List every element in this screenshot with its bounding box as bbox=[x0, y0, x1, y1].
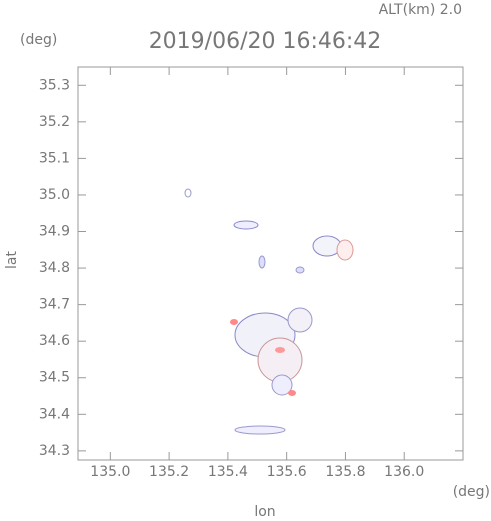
x-tick-label: 135.4 bbox=[208, 464, 248, 480]
x-unit: (deg) bbox=[453, 484, 490, 500]
y-tick-label: 34.7 bbox=[39, 297, 70, 313]
x-tick-label: 135.8 bbox=[325, 464, 365, 480]
y-tick-label: 34.6 bbox=[39, 333, 70, 349]
y-tick-label: 34.8 bbox=[39, 260, 70, 276]
x-tick-label: 135.2 bbox=[149, 464, 189, 480]
y-tick-label: 35.1 bbox=[39, 150, 70, 166]
x-tick-label: 136.0 bbox=[384, 464, 424, 480]
x-tick-label: 135.6 bbox=[267, 464, 307, 480]
y-tick-label: 34.4 bbox=[39, 406, 70, 422]
y-tick-label: 34.9 bbox=[39, 224, 70, 240]
radar-echo bbox=[184, 188, 354, 435]
x-axis-label: lon bbox=[254, 504, 275, 520]
altitude-label: ALT(km) 2.0 bbox=[379, 2, 462, 18]
y-tick-label: 34.5 bbox=[39, 370, 70, 386]
y-tick-label: 35.0 bbox=[39, 187, 70, 203]
x-tick-label: 135.0 bbox=[90, 464, 130, 480]
y-tick-label: 34.3 bbox=[39, 443, 70, 459]
chart-title: 2019/06/20 16:46:42 bbox=[149, 29, 382, 54]
y-tick-label: 35.2 bbox=[39, 114, 70, 130]
y-axis-label: lat bbox=[4, 251, 20, 269]
y-unit: (deg) bbox=[20, 32, 57, 48]
y-tick-label: 35.3 bbox=[39, 77, 70, 93]
plot-frame bbox=[77, 66, 464, 461]
